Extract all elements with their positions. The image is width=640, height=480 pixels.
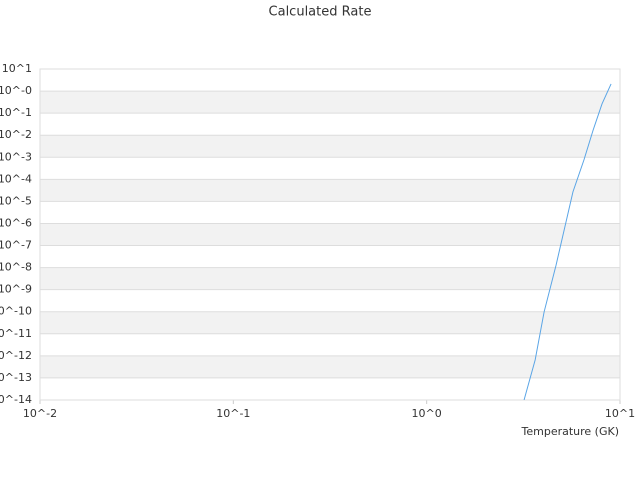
grid-band — [40, 355, 620, 378]
grid-band — [40, 267, 620, 290]
chart-title: Calculated Rate — [269, 5, 372, 20]
y-tick-label: 10^-12 — [0, 349, 32, 362]
grid-band — [40, 311, 620, 334]
y-tick-label: 10^-9 — [0, 283, 32, 296]
x-tick-label: 10^-2 — [23, 407, 57, 420]
grid-band — [40, 91, 620, 114]
grid-band — [40, 135, 620, 158]
y-tick-label: 10^-10 — [0, 305, 32, 318]
y-tick-label: 10^1 — [2, 62, 32, 75]
data-line — [523, 83, 612, 400]
grid-band — [40, 223, 620, 246]
plot-frame — [39, 68, 621, 401]
x-tick-label: 10^1 — [605, 407, 635, 420]
y-tick-label: 10^-13 — [0, 371, 32, 384]
y-tick-label: 10^-6 — [0, 216, 32, 229]
y-tick-label: 10^-7 — [0, 239, 32, 252]
x-tick-label: 10^0 — [412, 407, 442, 420]
y-tick-label: 10^-1 — [0, 106, 32, 119]
y-tick-label: 10^-0 — [0, 84, 32, 97]
x-axis-label: Temperature (GK) — [521, 425, 620, 438]
y-tick-label: 10^-4 — [0, 172, 32, 185]
x-tick-label: 10^-1 — [216, 407, 250, 420]
grid-band — [40, 179, 620, 202]
y-tick-label: 10^-14 — [0, 393, 32, 406]
y-tick-label: 10^-11 — [0, 327, 32, 340]
y-tick-label: 10^-5 — [0, 194, 32, 207]
y-tick-label: 10^-3 — [0, 150, 32, 163]
y-tick-label: 10^-8 — [0, 261, 32, 274]
y-tick-label: 10^-2 — [0, 128, 32, 141]
